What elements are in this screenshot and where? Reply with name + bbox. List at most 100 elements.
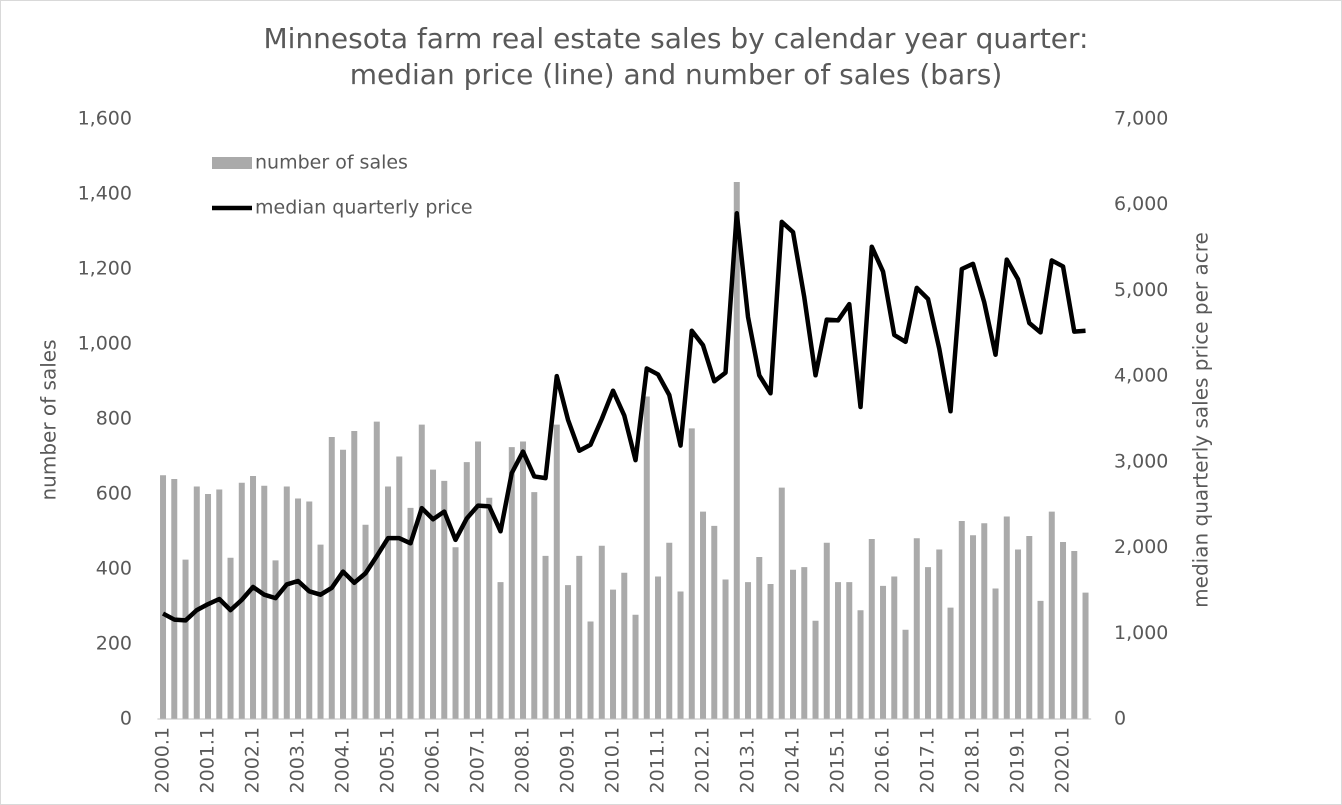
bar <box>317 544 324 719</box>
bar <box>216 489 223 719</box>
bar <box>283 486 290 719</box>
y2-tick-label: 0 <box>1114 708 1126 730</box>
y-tick-label: 1,400 <box>78 183 132 205</box>
bar <box>902 629 909 719</box>
bar <box>958 521 965 719</box>
x-tick-label: 2017.1 <box>917 727 939 793</box>
bar <box>385 486 392 719</box>
bar <box>925 567 932 719</box>
bar <box>1003 516 1010 719</box>
x-tick-label: 2015.1 <box>827 727 849 793</box>
legend-label: number of sales <box>255 152 408 174</box>
bar <box>340 449 347 719</box>
bar <box>486 497 493 719</box>
bar <box>632 614 639 719</box>
bar <box>182 559 189 719</box>
bar <box>531 492 538 719</box>
bar <box>745 582 752 719</box>
bar <box>891 576 898 719</box>
y2-axis-label: median quarterly sales price per acre <box>1189 232 1213 608</box>
y2-tick-label: 2,000 <box>1114 536 1168 558</box>
bar <box>711 525 718 719</box>
bar <box>700 511 707 719</box>
bar <box>756 557 763 719</box>
chart-title: Minnesota farm real estate sales by cale… <box>264 22 1089 55</box>
bar <box>576 555 583 719</box>
legend-swatch <box>212 157 252 169</box>
bar <box>880 585 887 719</box>
y-tick-label: 0 <box>120 708 132 730</box>
bar <box>655 576 662 719</box>
bar <box>598 545 605 719</box>
bar <box>970 535 977 719</box>
bar <box>452 547 459 719</box>
x-tick-label: 2016.1 <box>872 727 894 793</box>
bar <box>722 579 729 719</box>
x-tick-label: 2010.1 <box>602 727 624 793</box>
y-tick-label: 1,000 <box>78 333 132 355</box>
bar <box>587 621 594 719</box>
bar <box>857 610 864 719</box>
x-tick-label: 2002.1 <box>242 727 264 793</box>
bar <box>1060 542 1067 719</box>
bar <box>868 539 875 719</box>
bar <box>272 560 279 719</box>
x-tick-label: 2006.1 <box>422 727 444 793</box>
legend-label: median quarterly price <box>255 197 473 219</box>
y-tick-label: 1,600 <box>78 108 132 130</box>
bar <box>1037 600 1044 719</box>
bar <box>250 476 257 719</box>
x-tick-label: 2020.1 <box>1052 727 1074 793</box>
bar <box>913 538 920 719</box>
x-tick-label: 2011.1 <box>647 727 669 793</box>
x-tick-label: 2001.1 <box>197 727 219 793</box>
bar <box>846 582 853 719</box>
x-tick-label: 2013.1 <box>737 727 759 793</box>
bar <box>328 437 335 719</box>
bar <box>261 485 268 719</box>
chart-subtitle: median price (line) and number of sales … <box>350 58 1003 91</box>
bar <box>351 431 358 719</box>
bar <box>1071 551 1078 719</box>
bar <box>1026 536 1033 719</box>
bar <box>508 447 515 719</box>
bar <box>688 428 695 719</box>
bar <box>542 555 549 719</box>
bar <box>778 487 785 719</box>
bar <box>418 424 425 719</box>
bar <box>790 569 797 719</box>
bar <box>407 507 414 719</box>
bar <box>947 607 954 719</box>
bar <box>1048 511 1055 719</box>
bar <box>666 542 673 719</box>
bar <box>823 542 830 719</box>
bar <box>610 589 617 719</box>
bar <box>373 421 380 719</box>
bar <box>497 582 504 719</box>
x-tick-label: 2012.1 <box>692 727 714 793</box>
bar <box>981 523 988 719</box>
x-tick-label: 2009.1 <box>557 727 579 793</box>
bar <box>992 588 999 719</box>
bar <box>441 480 448 719</box>
bar <box>677 591 684 719</box>
bar <box>160 475 167 719</box>
bar <box>1082 592 1089 719</box>
y-tick-label: 200 <box>96 633 132 655</box>
y-tick-label: 800 <box>96 408 132 430</box>
bar <box>430 469 437 719</box>
y2-tick-label: 5,000 <box>1114 279 1168 301</box>
x-tick-label: 2004.1 <box>332 727 354 793</box>
x-tick-label: 2014.1 <box>782 727 804 793</box>
y-axis-label: number of sales <box>37 339 61 500</box>
bar <box>643 396 650 719</box>
bar <box>767 584 774 719</box>
x-tick-label: 2007.1 <box>467 727 489 793</box>
x-tick-label: 2019.1 <box>1007 727 1029 793</box>
bar <box>171 479 178 719</box>
bar <box>362 524 369 719</box>
bar <box>812 620 819 719</box>
bar <box>553 424 560 719</box>
y-tick-label: 600 <box>96 483 132 505</box>
bar <box>733 182 740 719</box>
